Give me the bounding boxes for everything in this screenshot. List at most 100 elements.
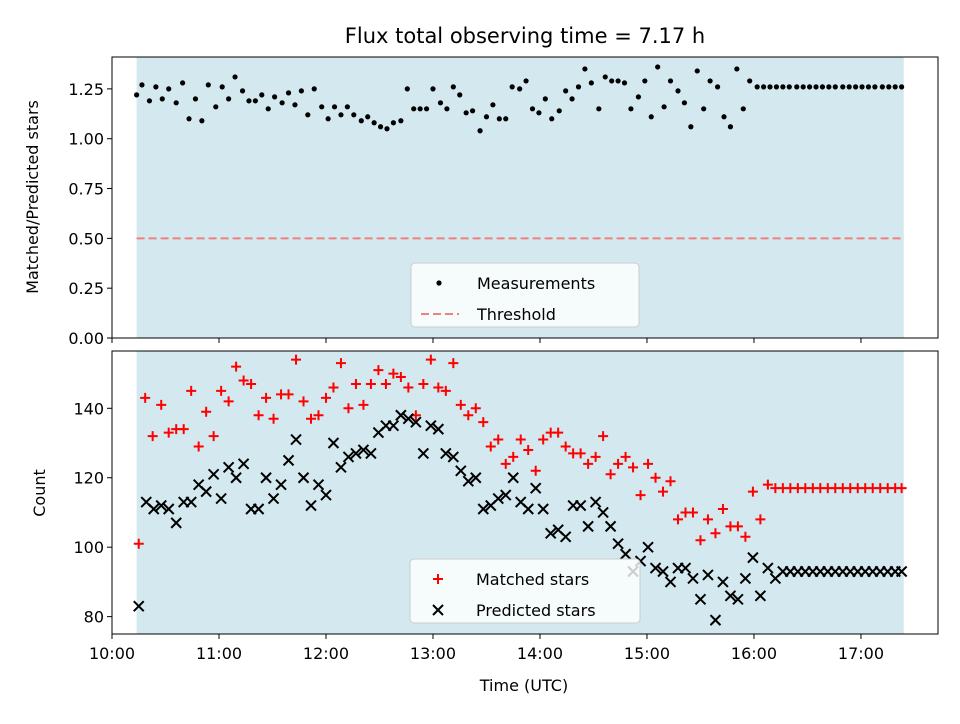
measurement-point [865,84,872,90]
matched-star-point [193,441,204,452]
predicted-star-point [350,447,362,460]
measurement-point [205,82,211,88]
measurement-point [667,78,674,84]
measurement-point [298,88,304,94]
predicted-star-point [709,614,722,626]
matched-star-point [896,483,907,494]
predicted-star-point [747,551,759,564]
matched-star-point [313,410,324,421]
predicted-star-point [664,576,677,588]
matched-star-point [575,448,586,459]
measurement-point [153,84,159,90]
matched-star-point [515,434,526,445]
measurement-point [430,86,436,92]
predicted-star-point [702,569,714,581]
measurement-point [588,80,594,86]
legend-matched-marker [433,574,443,584]
measurement-point [365,114,371,120]
measurement-point [404,86,410,92]
predicted-star-point [357,444,370,456]
matched-star-point [388,368,399,379]
measurement-point [319,104,325,110]
predicted-star-point [185,496,197,508]
legend-box [410,262,640,328]
legend-label: Predicted stars [476,601,596,620]
measurement-point [173,100,179,106]
predicted-star-point [237,458,250,470]
matched-star-point [268,413,279,424]
measurement-point [754,84,760,90]
predicted-star-point [447,451,460,463]
y-tick-label: 0.75 [68,180,104,199]
predicted-star-point [455,465,467,477]
predicted-star-point [694,593,707,605]
measurement-point [760,84,767,90]
measurement-point [819,84,826,90]
matched-star-point [583,458,594,469]
measurement-point [542,96,548,102]
measurement-point [727,124,734,130]
measurement-point [556,108,562,114]
matched-star-point [673,514,684,525]
matched-star-point [208,431,219,442]
x-tick-label: 11:00 [196,644,242,663]
predicted-star-point [133,600,145,612]
measurement-point [331,104,338,110]
predicted-star-point [365,447,377,460]
measurement-point [509,84,515,90]
top-panel: Matched/Predicted stars 0.00 0.25 0.50 0.75… [23,56,939,348]
legend-label: Matched stars [476,570,589,589]
measurement-point [794,84,800,90]
measurement-point [575,84,582,90]
predicted-star-point [507,472,519,484]
matched-star-point [373,365,384,376]
measurement-point [523,78,529,84]
predicted-star-point [170,517,182,529]
x-tick-label: 16:00 [731,644,777,663]
matched-star-point [448,358,459,369]
predicted-star-point [342,451,355,463]
measurement-point [437,100,444,106]
measurement-point [292,102,298,108]
measurement-point [635,94,642,100]
y-tick-label: 80 [84,608,104,627]
predicted-star-point [597,506,609,519]
matched-star-point [163,427,174,438]
measurement-point [832,84,838,90]
measurement-point [390,120,396,126]
predicted-star-point [207,468,220,480]
measurement-point [483,114,490,120]
predicted-star-point [305,499,317,512]
measurement-point [642,78,648,84]
measurement-point [899,84,905,90]
measurement-point [714,84,721,90]
y-tick-label: 1.25 [68,80,104,99]
matched-star-point [485,441,496,452]
predicted-star-point [230,472,242,484]
matched-star-point [455,399,466,410]
predicted-star-point [470,472,482,484]
measurement-point [477,128,483,134]
measurement-point [226,96,232,102]
measurement-point [747,78,753,84]
measurement-point [807,84,813,90]
measurement-point [892,84,898,90]
measurement-point [338,112,344,118]
y-tick-label: 1.00 [68,130,104,149]
predicted-star-point [440,447,452,460]
measurement-point [450,84,456,90]
legend-predicted-marker [432,604,444,616]
matched-star-point [553,427,564,438]
predicted-star-point [155,499,167,512]
matched-star-point [350,378,361,389]
predicted-star-point [200,485,212,498]
predicted-star-point [537,503,549,515]
measurement-point [192,96,199,102]
predicted-star-point [267,492,280,505]
measurement-point [259,92,265,98]
measurement-point [721,114,727,120]
predicted-star-point [402,413,415,425]
measurement-point [384,126,390,132]
predicted-star-point [732,593,744,605]
matched-star-point [695,535,706,546]
